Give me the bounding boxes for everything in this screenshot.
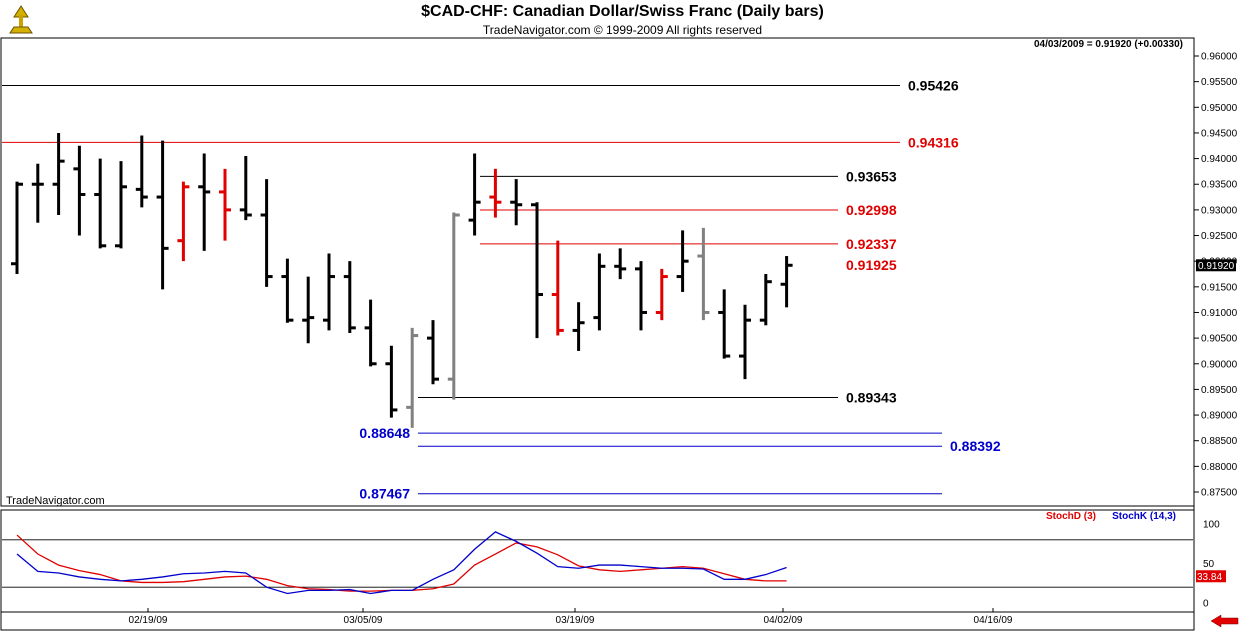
price-bar — [239, 156, 252, 221]
price-axis-label: 0.90000 — [1201, 359, 1238, 370]
price-bar — [281, 258, 294, 323]
stochastic-axis-label: 0 — [1203, 599, 1209, 610]
price-bar — [323, 253, 335, 331]
price-bar — [572, 302, 585, 351]
last-price-box — [1196, 259, 1236, 272]
price-axis-label: 0.88000 — [1201, 462, 1238, 473]
price-axis-label: 0.96000 — [1201, 52, 1238, 63]
price-bar — [219, 168, 231, 241]
date-label: 02/19/09 — [129, 615, 168, 626]
price-bar — [198, 153, 211, 251]
last-price-label: 0.91920 — [1198, 261, 1235, 272]
stochastic-axis-label: 100 — [1203, 520, 1220, 531]
level-label: 0.91925 — [846, 257, 897, 273]
price-axis-label: 0.89500 — [1201, 385, 1238, 396]
stochastic-series-line — [16, 531, 787, 595]
left-arrow-icon[interactable] — [1208, 614, 1240, 629]
price-bar — [31, 163, 44, 223]
price-bar — [302, 276, 315, 344]
price-axis-label: 0.95500 — [1201, 77, 1238, 88]
legend-stochk: StochK (14,3) — [1112, 511, 1176, 522]
price-axis-label: 0.88500 — [1201, 436, 1238, 447]
stochastic-lines: 33.84 — [16, 531, 1226, 595]
date-axis-panel — [0, 611, 1195, 631]
price-levels: 0.95426 0.94316 0.93653 0.92998 0.92337 0.919… — [2, 77, 1001, 502]
stochastic-axis: 100 50 0 — [2, 520, 1220, 610]
date-label: 03/19/09 — [556, 615, 595, 626]
price-bar — [73, 145, 86, 236]
legend-stochd: StochD (3) — [1046, 511, 1096, 522]
price-bar — [406, 327, 419, 428]
price-bars — [11, 132, 793, 428]
price-info: 04/03/2009 = 0.91920 (+0.00330) — [1034, 39, 1183, 50]
price-bar — [593, 253, 606, 331]
price-bar — [759, 274, 772, 326]
chart-header: $CAD-CHF: Canadian Dollar/Swiss Franc (D… — [0, 0, 1245, 40]
price-axis-label: 0.94500 — [1201, 128, 1238, 139]
price-bar — [52, 132, 65, 216]
date-axis: 02/19/09 03/05/09 03/19/09 04/02/09 04/16/09 — [129, 608, 1013, 626]
price-axis-label: 0.92500 — [1201, 231, 1238, 242]
level-label: 0.94316 — [908, 134, 959, 150]
stochd-value-box — [1196, 570, 1226, 583]
price-bar — [655, 268, 668, 321]
date-label: 04/02/09 — [764, 615, 803, 626]
price-bar — [260, 179, 273, 287]
price-axis-label: 0.94000 — [1201, 154, 1238, 165]
level-label: 0.95426 — [908, 77, 959, 93]
price-bar — [11, 181, 23, 274]
price-bar — [364, 299, 377, 367]
price-bar — [177, 181, 190, 262]
price-bar — [427, 320, 439, 385]
level-label: 0.92998 — [846, 202, 897, 218]
chart-title: $CAD-CHF: Canadian Dollar/Swiss Franc (D… — [421, 3, 824, 20]
price-axis-label: 0.89000 — [1201, 411, 1238, 422]
price-bar — [115, 161, 127, 249]
price-axis-label: 0.90500 — [1201, 334, 1238, 345]
level-label: 0.92337 — [846, 236, 897, 252]
stochastic-axis-label: 50 — [1203, 559, 1215, 570]
date-label: 04/16/09 — [974, 615, 1013, 626]
level-label: 0.89343 — [846, 389, 897, 405]
price-axis-label: 0.95000 — [1201, 103, 1238, 114]
price-bar — [697, 227, 710, 321]
trade-navigator-logo-icon[interactable] — [4, 3, 38, 37]
price-bar — [718, 289, 731, 359]
price-bar — [551, 240, 564, 336]
level-label: 0.93653 — [846, 168, 897, 184]
price-axis-label: 0.91500 — [1201, 282, 1238, 293]
stochastic-panel — [0, 509, 1195, 613]
price-bar — [531, 202, 543, 339]
stochd-value-label: 33.84 — [1197, 572, 1222, 583]
price-axis-label: 0.93000 — [1201, 205, 1238, 216]
price-bar — [780, 256, 793, 308]
price-bar — [739, 304, 751, 380]
price-bar — [635, 261, 647, 331]
level-label: 0.88392 — [950, 438, 1001, 454]
price-bar — [447, 212, 460, 400]
price-bar — [510, 179, 523, 226]
watermark: TradeNavigator.com — [6, 495, 105, 507]
price-bar — [468, 153, 481, 236]
price-axis-label: 0.93500 — [1201, 180, 1238, 191]
price-axis-label: 0.91000 — [1201, 308, 1238, 319]
price-bar — [135, 135, 148, 208]
level-label: 0.88648 — [359, 425, 410, 441]
chart-subtitle: TradeNavigator.com © 1999-2009 All right… — [482, 23, 763, 37]
price-panel — [0, 37, 1195, 507]
level-label: 0.87467 — [359, 486, 410, 502]
price-bar — [489, 168, 502, 218]
date-label: 03/05/09 — [344, 615, 383, 626]
price-axis: 0.96000 0.95500 0.95000 0.94500 0.94000 0.935… — [1194, 52, 1238, 499]
price-axis-label: 0.87500 — [1201, 488, 1238, 499]
price-bar — [343, 261, 356, 333]
price-bar — [614, 248, 627, 280]
price-bar — [156, 140, 169, 290]
price-bar — [676, 230, 689, 292]
price-bar — [94, 158, 107, 249]
price-bar — [385, 345, 398, 418]
